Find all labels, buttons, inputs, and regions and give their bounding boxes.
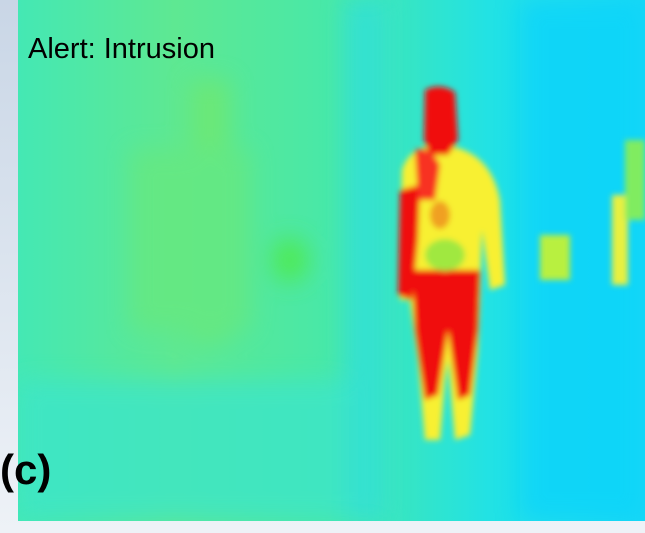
person xyxy=(398,86,505,440)
thermal-image xyxy=(18,0,645,521)
alert-text: Alert: Intrusion xyxy=(28,33,215,65)
panel-label: (c) xyxy=(0,446,51,493)
